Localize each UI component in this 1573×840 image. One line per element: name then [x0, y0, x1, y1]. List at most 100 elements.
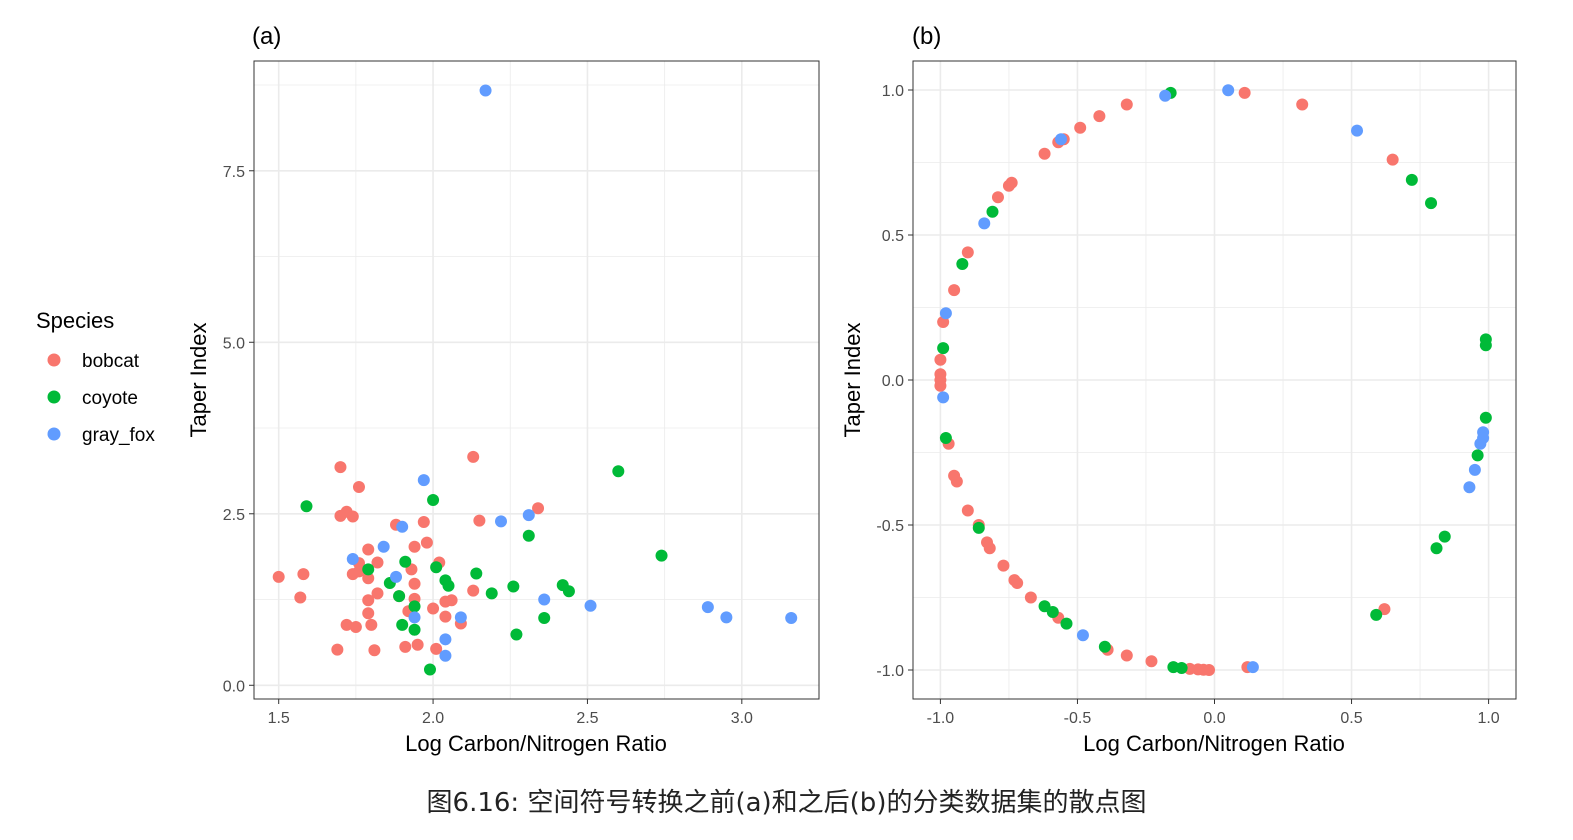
y-tick-label: 0.0 [882, 373, 904, 390]
y-tick-label: 7.5 [223, 164, 245, 181]
point-gray_fox [1055, 133, 1068, 146]
point-gray_fox [522, 509, 535, 522]
point-gray_fox [701, 601, 714, 614]
point-bobcat [272, 570, 285, 583]
y-tick-label: -1.0 [876, 663, 904, 680]
point-gray_fox [439, 633, 452, 646]
point-coyote [1060, 617, 1073, 630]
point-gray_fox [494, 515, 507, 528]
legend-label-coyote: coyote [82, 388, 138, 409]
grid-a [254, 61, 819, 699]
point-bobcat [362, 594, 375, 607]
point-gray_fox [1159, 89, 1172, 102]
ticks-a: 1.5 2.0 2.5 3.0 0.0 2.5 5.0 7.5 [223, 164, 753, 727]
point-bobcat [532, 502, 545, 515]
point-bobcat [334, 461, 347, 474]
panel-label-a: (a) [252, 23, 281, 50]
point-coyote [986, 205, 999, 218]
point-gray_fox [1076, 629, 1089, 642]
point-coyote [300, 500, 313, 513]
point-coyote [937, 342, 950, 355]
panel-border-a [253, 60, 820, 700]
point-coyote [538, 612, 551, 625]
point-coyote [507, 580, 520, 593]
point-bobcat [1074, 121, 1087, 134]
point-bobcat [1024, 591, 1037, 604]
ticks-b: -1.0 -0.5 0.0 0.5 1.0 -1.0 -0.5 0.0 0.5 1.0 [876, 83, 1499, 727]
point-gray_fox [390, 570, 403, 583]
point-gray_fox [538, 593, 551, 606]
y-tick-label: 1.0 [882, 83, 904, 100]
point-gray_fox [584, 599, 597, 612]
point-coyote [485, 587, 498, 600]
point-bobcat [445, 594, 458, 607]
point-coyote [1098, 640, 1111, 653]
legend-label-gray_fox: gray_fox [82, 425, 155, 446]
point-bobcat [467, 450, 480, 463]
y-axis-label-a: Taper Index [186, 323, 211, 438]
point-bobcat [1038, 147, 1051, 160]
point-coyote [1370, 608, 1383, 621]
point-bobcat [365, 618, 378, 631]
figure: Species bobcat coyote gray_fox (a) 1.5 2.0 2… [36, 23, 1517, 756]
point-gray_fox [377, 540, 390, 553]
point-bobcat [368, 644, 381, 657]
point-coyote [408, 600, 421, 613]
point-bobcat [362, 543, 375, 556]
point-bobcat [362, 607, 375, 620]
point-coyote [1175, 661, 1188, 674]
point-bobcat [934, 353, 947, 366]
point-bobcat [340, 618, 353, 631]
point-bobcat [983, 542, 996, 555]
point-bobcat [411, 638, 424, 651]
point-bobcat [352, 565, 365, 578]
point-gray_fox [720, 611, 733, 624]
point-coyote [1405, 173, 1418, 186]
panel-label-b: (b) [912, 23, 941, 50]
x-tick-label: 3.0 [731, 710, 753, 727]
point-bobcat [948, 284, 961, 297]
point-coyote [396, 618, 409, 631]
point-gray_fox [1468, 463, 1481, 476]
point-bobcat [331, 643, 344, 656]
point-bobcat [408, 540, 421, 553]
x-tick-label: 1.0 [1477, 710, 1499, 727]
point-coyote [612, 465, 625, 478]
y-tick-label: 0.0 [223, 678, 245, 695]
point-gray_fox [1474, 437, 1487, 450]
point-bobcat [1002, 179, 1015, 192]
y-tick-label: 2.5 [223, 507, 245, 524]
point-coyote [427, 494, 440, 507]
point-coyote [956, 258, 969, 270]
x-tick-label: 0.0 [1203, 710, 1225, 727]
points-b [934, 84, 1492, 676]
point-coyote [562, 585, 575, 598]
point-coyote [442, 579, 455, 592]
point-coyote [522, 529, 535, 542]
point-gray_fox [454, 611, 467, 624]
point-bobcat [950, 475, 963, 488]
point-bobcat [934, 379, 947, 392]
y-axis-label-b: Taper Index [840, 323, 865, 438]
y-tick-label: 0.5 [882, 228, 904, 245]
x-tick-label: 1.5 [268, 710, 290, 727]
point-bobcat [991, 191, 1004, 204]
legend-key-bobcat [47, 353, 61, 367]
x-tick-label: 2.5 [576, 710, 598, 727]
y-tick-label: -0.5 [876, 518, 904, 535]
x-tick-label: -1.0 [927, 710, 955, 727]
point-bobcat [1145, 655, 1158, 668]
point-gray_fox [408, 611, 421, 624]
point-coyote [430, 561, 443, 574]
x-tick-label: 0.5 [1340, 710, 1362, 727]
points-a [272, 84, 798, 676]
grid-b [913, 61, 1516, 699]
point-bobcat [408, 577, 421, 590]
point-bobcat [467, 584, 480, 597]
point-gray_fox [937, 391, 950, 404]
point-gray_fox [479, 84, 492, 97]
legend: Species bobcat coyote gray_fox [36, 308, 155, 446]
legend-entries: bobcat coyote gray_fox [47, 351, 155, 446]
point-gray_fox [346, 553, 359, 566]
point-coyote [1425, 197, 1438, 210]
